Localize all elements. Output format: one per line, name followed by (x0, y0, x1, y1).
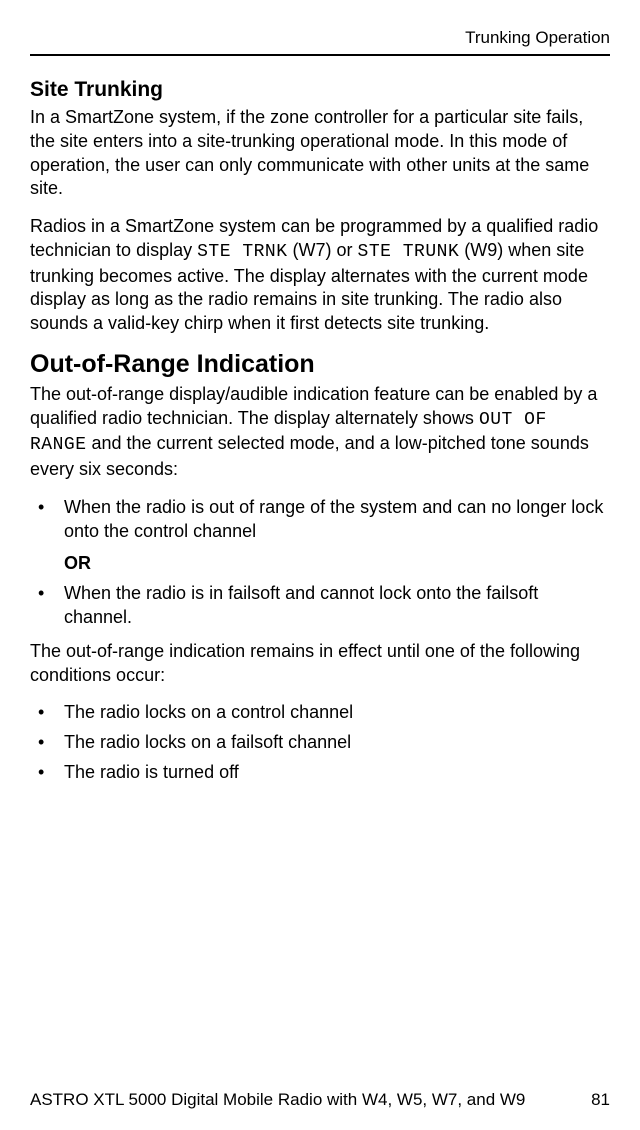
site-trunking-para2: Radios in a SmartZone system can be prog… (30, 215, 610, 336)
header-divider (30, 54, 610, 56)
page: Trunking Operation Site Trunking In a Sm… (0, 0, 640, 1130)
code-ste-trnk: STE TRNK (197, 242, 287, 262)
oor-para1-post: and the current selected mode, and a low… (30, 433, 589, 479)
list-item: The radio is turned off (30, 761, 610, 785)
running-header: Trunking Operation (30, 28, 610, 48)
list-item: When the radio is in failsoft and cannot… (30, 582, 610, 630)
list-item: When the radio is out of range of the sy… (30, 496, 610, 544)
list-item: The radio locks on a control channel (30, 701, 610, 725)
or-label: OR (64, 553, 610, 574)
list-item: The radio locks on a failsoft channel (30, 731, 610, 755)
footer-page-number: 81 (591, 1090, 610, 1110)
footer-left: ASTRO XTL 5000 Digital Mobile Radio with… (30, 1090, 525, 1110)
site-trunking-para1: In a SmartZone system, if the zone contr… (30, 106, 610, 201)
section-title-site-trunking: Site Trunking (30, 78, 610, 102)
code-ste-trunk: STE TRUNK (358, 242, 460, 262)
section-title-out-of-range: Out-of-Range Indication (30, 350, 610, 379)
oor-para2: The out-of-range indication remains in e… (30, 640, 610, 688)
oor-list-2: When the radio is in failsoft and cannot… (30, 582, 610, 630)
para2-mid1: (W7) or (288, 240, 358, 260)
oor-para1: The out-of-range display/audible indicat… (30, 383, 610, 482)
oor-list-3: The radio locks on a control channel The… (30, 701, 610, 784)
footer: ASTRO XTL 5000 Digital Mobile Radio with… (30, 1090, 610, 1110)
oor-list-1: When the radio is out of range of the sy… (30, 496, 610, 544)
